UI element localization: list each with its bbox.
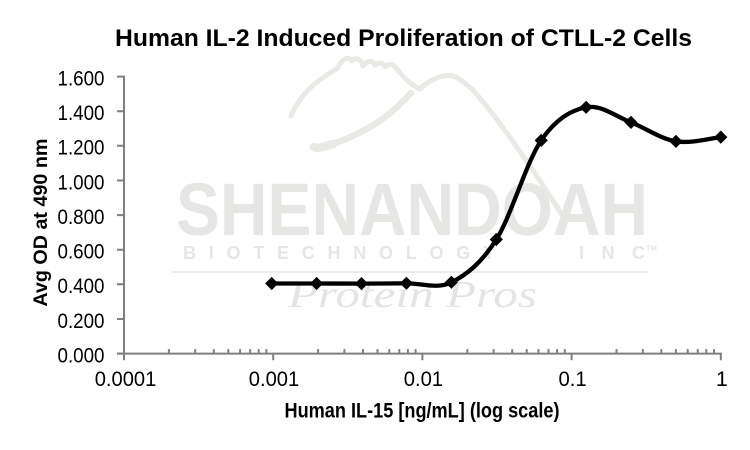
- svg-text:Avg OD at 490 nm: Avg OD at 490 nm: [30, 139, 52, 307]
- svg-text:1.400: 1.400: [58, 102, 105, 125]
- svg-text:1: 1: [716, 367, 728, 391]
- svg-text:0.01: 0.01: [404, 367, 443, 391]
- svg-text:0.0001: 0.0001: [95, 367, 157, 391]
- svg-text:0.600: 0.600: [58, 241, 105, 264]
- svg-text:0.800: 0.800: [58, 206, 105, 229]
- svg-text:1.000: 1.000: [58, 171, 105, 194]
- svg-text:TM: TM: [646, 244, 657, 253]
- svg-text:Human IL-2 Induced Proliferati: Human IL-2 Induced Proliferation of CTLL…: [115, 25, 692, 52]
- svg-text:1.200: 1.200: [58, 137, 105, 160]
- svg-text:0.400: 0.400: [58, 275, 105, 298]
- svg-text:Protein Pros: Protein Pros: [287, 274, 537, 316]
- svg-text:0.200: 0.200: [58, 310, 105, 333]
- svg-text:1.600: 1.600: [58, 67, 105, 90]
- svg-text:0.001: 0.001: [249, 367, 299, 391]
- svg-text:0.1: 0.1: [559, 367, 587, 391]
- svg-text:SHENANDOAH: SHENANDOAH: [176, 168, 648, 251]
- svg-text:Human IL-15 [ng/mL] (log scale: Human IL-15 [ng/mL] (log scale): [285, 400, 560, 423]
- svg-text:0.000: 0.000: [58, 344, 105, 367]
